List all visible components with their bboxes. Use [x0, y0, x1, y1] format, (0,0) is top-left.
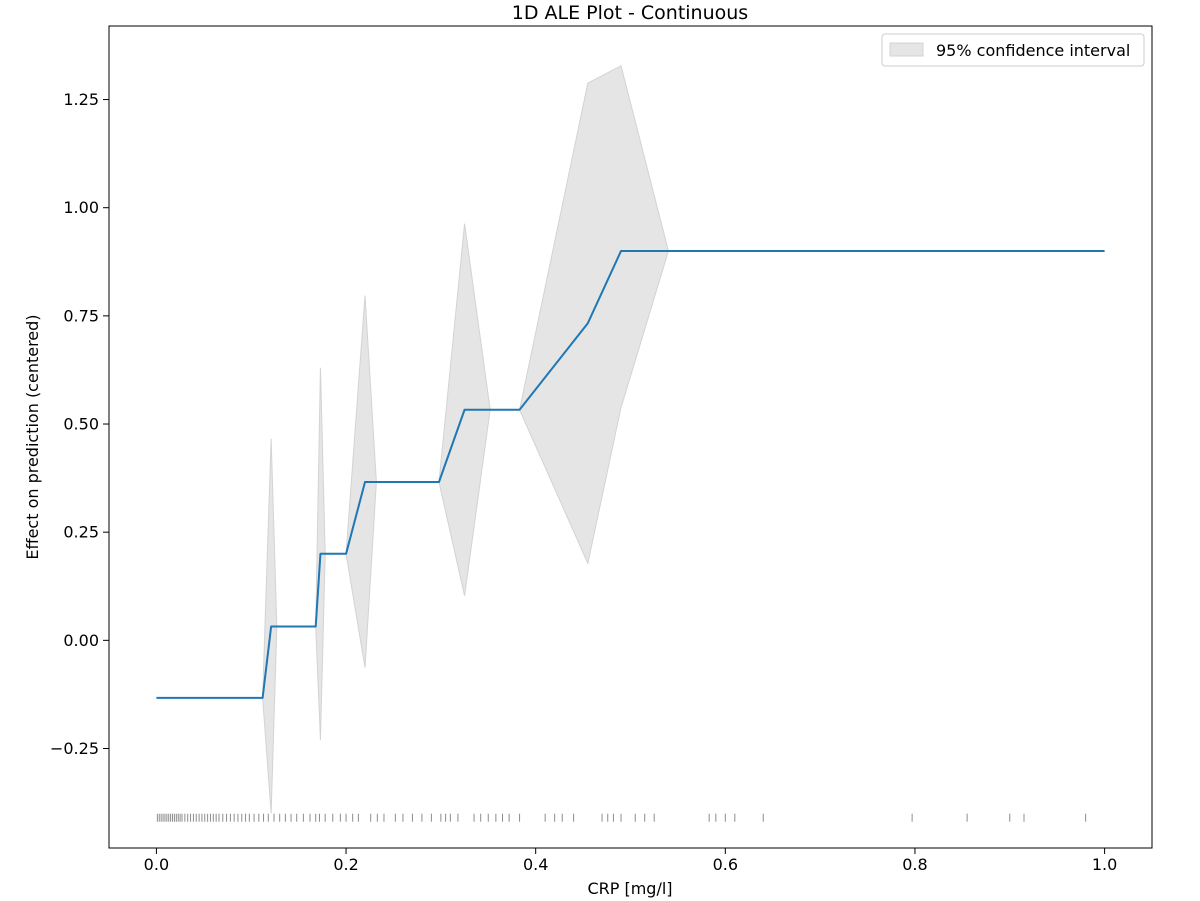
y-tick-label: 0.75	[63, 306, 99, 325]
y-tick-label: −0.25	[50, 739, 99, 758]
ale-line-layer	[156, 249, 1105, 699]
confidence-band-layer	[262, 65, 669, 814]
x-axis-label: CRP [mg/l]	[587, 879, 672, 898]
legend-box	[881, 33, 1145, 67]
plot-area-frame	[108, 25, 1153, 849]
x-tick-label: 0.8	[902, 855, 927, 874]
y-tick-label: 1.25	[63, 90, 99, 109]
y-tick-label: 1.00	[63, 198, 99, 217]
x-tick-label: 0.4	[523, 855, 548, 874]
y-axis: −0.25 0.00 0.25 0.50 0.75 1.00 1.25	[50, 90, 109, 758]
rug-layer	[156, 813, 1087, 822]
x-axis: 0.0 0.2 0.4 0.6 0.8 1.0	[144, 848, 1117, 874]
y-tick-label: 0.25	[63, 523, 99, 542]
y-tick-label: 0.00	[63, 631, 99, 650]
confidence-band	[262, 65, 669, 814]
x-tick-label: 0.6	[713, 855, 738, 874]
x-tick-label: 0.2	[333, 855, 358, 874]
x-tick-label: 0.0	[144, 855, 169, 874]
legend-label: 95% confidence interval	[936, 41, 1130, 60]
chart-title: 1D ALE Plot - Continuous	[512, 2, 748, 24]
x-tick-label: 1.0	[1092, 855, 1117, 874]
ale-line	[156, 249, 1105, 699]
legend-swatch	[889, 42, 924, 57]
y-axis-label: Effect on prediction (centered)	[23, 314, 42, 559]
y-tick-label: 0.50	[63, 415, 99, 434]
legend: 95% confidence interval	[881, 33, 1145, 67]
